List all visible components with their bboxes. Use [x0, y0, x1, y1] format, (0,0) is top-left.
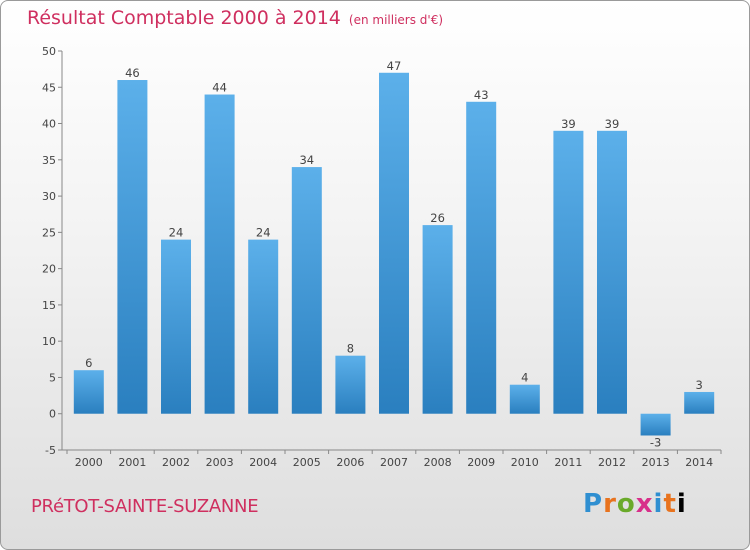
value-label-2009: 43 [474, 88, 489, 102]
value-label-2007: 47 [387, 59, 402, 73]
x-tick-label: 2013 [642, 456, 670, 469]
bar-2010 [509, 384, 540, 414]
bar-2006 [335, 355, 366, 414]
x-tick-label: 2002 [162, 456, 190, 469]
value-label-2002: 24 [169, 226, 184, 240]
value-label-2014: 3 [696, 378, 703, 392]
bar-2013 [640, 413, 671, 436]
x-tick-label: 2012 [598, 456, 626, 469]
x-tick-label: 2004 [249, 456, 277, 469]
x-tick-label: 2011 [554, 456, 582, 469]
value-label-2000: 6 [85, 356, 92, 370]
y-tick-label: 40 [42, 118, 56, 131]
chart-title: Résultat Comptable 2000 à 2014 (en millie… [27, 7, 443, 29]
x-tick-label: 2014 [685, 456, 713, 469]
y-tick-label: 30 [42, 190, 56, 203]
bar-2008 [422, 225, 453, 414]
value-label-2012: 39 [605, 117, 620, 131]
x-tick-label: 2008 [424, 456, 452, 469]
x-tick-label: 2005 [293, 456, 321, 469]
bar-2012 [597, 130, 627, 414]
bar-2004 [248, 239, 279, 414]
bar-2011 [553, 130, 584, 414]
y-tick-label: -5 [45, 444, 56, 457]
value-label-2011: 39 [561, 117, 576, 131]
x-tick-label: 2003 [206, 456, 234, 469]
bars-group [73, 72, 715, 436]
town-name: PRéTOT-SAINTE-SUZANNE [31, 496, 259, 517]
x-tick-label: 2000 [75, 456, 103, 469]
value-label-2005: 34 [299, 153, 314, 167]
value-label-2013: -3 [650, 435, 661, 449]
y-tick-label: 25 [42, 226, 56, 239]
y-tick-label: 20 [42, 263, 56, 276]
axes: -5 0 5 10 15 20 25 30 35 40 45 50 [42, 45, 722, 457]
x-tick-label: 2001 [118, 456, 146, 469]
y-tick-label: 0 [49, 408, 56, 421]
y-tick-label: 10 [42, 335, 56, 348]
bar-2003 [204, 94, 235, 414]
bar-2014 [684, 391, 715, 414]
bar-2002 [161, 239, 191, 414]
x-tick-label: 2007 [380, 456, 408, 469]
labels-group: 2000620014620022420034420042420053420068… [75, 59, 713, 469]
bar-2007 [379, 72, 409, 414]
y-tick-label: 35 [42, 154, 56, 167]
x-tick-label: 2010 [511, 456, 539, 469]
value-label-2001: 46 [125, 66, 140, 80]
y-tick-label: 50 [42, 45, 56, 58]
bar-2005 [291, 167, 322, 414]
bar-2000 [73, 370, 104, 414]
value-label-2008: 26 [430, 211, 445, 225]
title-text: Résultat Comptable 2000 à 2014 [27, 7, 341, 29]
value-label-2006: 8 [347, 342, 354, 356]
y-tick-label: 45 [42, 81, 56, 94]
value-label-2003: 44 [212, 81, 227, 95]
chart-subtitle: (en milliers d'€) [348, 13, 444, 27]
bar-2009 [466, 101, 497, 414]
x-tick-label: 2006 [336, 456, 364, 469]
bar-2001 [117, 80, 148, 414]
y-tick-label: 5 [49, 371, 56, 384]
proxiti-logo: Proxiti [583, 489, 687, 519]
x-tick-label: 2009 [467, 456, 495, 469]
value-label-2010: 4 [521, 371, 528, 385]
value-label-2004: 24 [256, 226, 271, 240]
y-tick-label: 15 [42, 299, 56, 312]
